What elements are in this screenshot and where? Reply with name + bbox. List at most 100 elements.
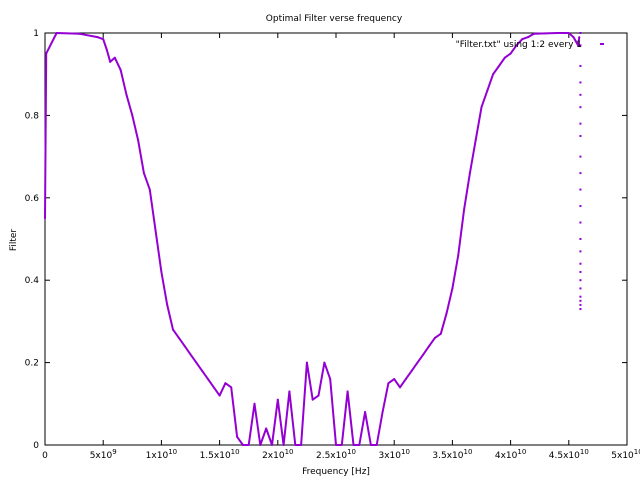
data-point (276, 398, 279, 401)
scatter-point (579, 279, 582, 282)
data-point (404, 378, 407, 381)
data-point (439, 332, 442, 335)
x-tick-label: 2.5x1010 (316, 448, 356, 461)
data-point (142, 172, 145, 175)
plot-frame (44, 32, 628, 446)
data-point (428, 345, 431, 348)
scatter-point (579, 299, 582, 302)
scatter-point (579, 93, 582, 96)
data-point (503, 56, 506, 59)
data-point (259, 444, 262, 446)
data-point (305, 361, 308, 364)
scatter-point (579, 135, 582, 137)
data-point (468, 172, 471, 175)
scatter-point (579, 295, 582, 298)
data-point (131, 114, 134, 117)
data-point (105, 48, 108, 51)
x-tick-label: 3x1010 (378, 448, 409, 461)
data-point (399, 386, 402, 389)
data-point (265, 427, 268, 430)
scatter-point (579, 155, 582, 158)
data-point (236, 435, 239, 438)
y-tick-label: 0.2 (25, 359, 39, 369)
data-point (282, 444, 285, 446)
data-point (556, 32, 559, 34)
scatter-point (579, 287, 582, 290)
scatter-point (579, 44, 582, 47)
series-line (44, 32, 581, 446)
data-point (44, 217, 46, 220)
data-point (369, 444, 372, 446)
scatter-point (579, 250, 582, 253)
data-point (137, 139, 140, 142)
data-point (577, 44, 580, 47)
data-point (474, 139, 477, 142)
data-point (567, 32, 570, 34)
data-point (578, 36, 581, 39)
data-point (463, 209, 466, 212)
data-point (346, 390, 349, 393)
scatter-point (579, 308, 582, 311)
scatter-point (579, 270, 582, 273)
data-point (241, 444, 244, 446)
data-point (486, 89, 489, 92)
data-point (492, 73, 495, 76)
data-point (480, 106, 483, 109)
x-tick-label: 1x1010 (146, 448, 177, 461)
chart-title: Optimal Filter verse frequency (266, 14, 403, 24)
data-point (177, 336, 180, 339)
scatter-point (579, 303, 582, 306)
data-point (224, 382, 227, 385)
data-point (113, 56, 116, 59)
x-tick-label: 4x1010 (495, 448, 526, 461)
data-point (335, 444, 337, 446)
y-tick-label: 0.4 (25, 276, 40, 286)
y-tick-label: 0.6 (25, 194, 40, 204)
data-point (96, 36, 99, 39)
data-point (45, 52, 48, 55)
data-point (358, 444, 361, 446)
data-point (433, 336, 436, 339)
data-point (206, 378, 209, 381)
series-layer (44, 32, 582, 446)
data-point (247, 444, 250, 446)
data-point (148, 188, 151, 191)
data-point (509, 52, 512, 55)
x-tick-label: 2x1010 (262, 448, 293, 461)
data-point (125, 93, 128, 96)
scatter-point (579, 262, 582, 265)
data-point (375, 444, 378, 446)
data-point (364, 411, 367, 414)
data-point (387, 382, 390, 385)
data-point (410, 369, 413, 372)
x-axis-label: Frequency [Hz] (302, 467, 370, 477)
data-point (183, 345, 186, 348)
data-point (532, 32, 535, 35)
data-point (445, 312, 448, 315)
scatter-point (579, 122, 582, 125)
data-point (521, 38, 524, 41)
data-point (381, 411, 384, 414)
scatter-point (579, 221, 582, 224)
data-point (300, 444, 303, 446)
scatter-point (579, 106, 582, 109)
data-point (329, 378, 332, 381)
y-tick-label: 0.8 (25, 111, 40, 121)
scatter-point (579, 32, 582, 34)
data-point (288, 390, 291, 393)
data-point (172, 328, 175, 331)
scatter-point (579, 205, 582, 208)
data-point (189, 353, 192, 356)
data-point (218, 394, 221, 397)
x-tick-label: 4.5x1010 (549, 448, 589, 461)
y-tick-label: 0 (33, 441, 39, 451)
data-point (253, 402, 256, 405)
data-point (109, 60, 112, 63)
data-point (422, 353, 425, 356)
data-point (497, 64, 500, 67)
data-point (154, 229, 157, 232)
data-point (317, 394, 320, 397)
scatter-point (579, 81, 582, 84)
x-tick-label: 3.5x1010 (432, 448, 472, 461)
